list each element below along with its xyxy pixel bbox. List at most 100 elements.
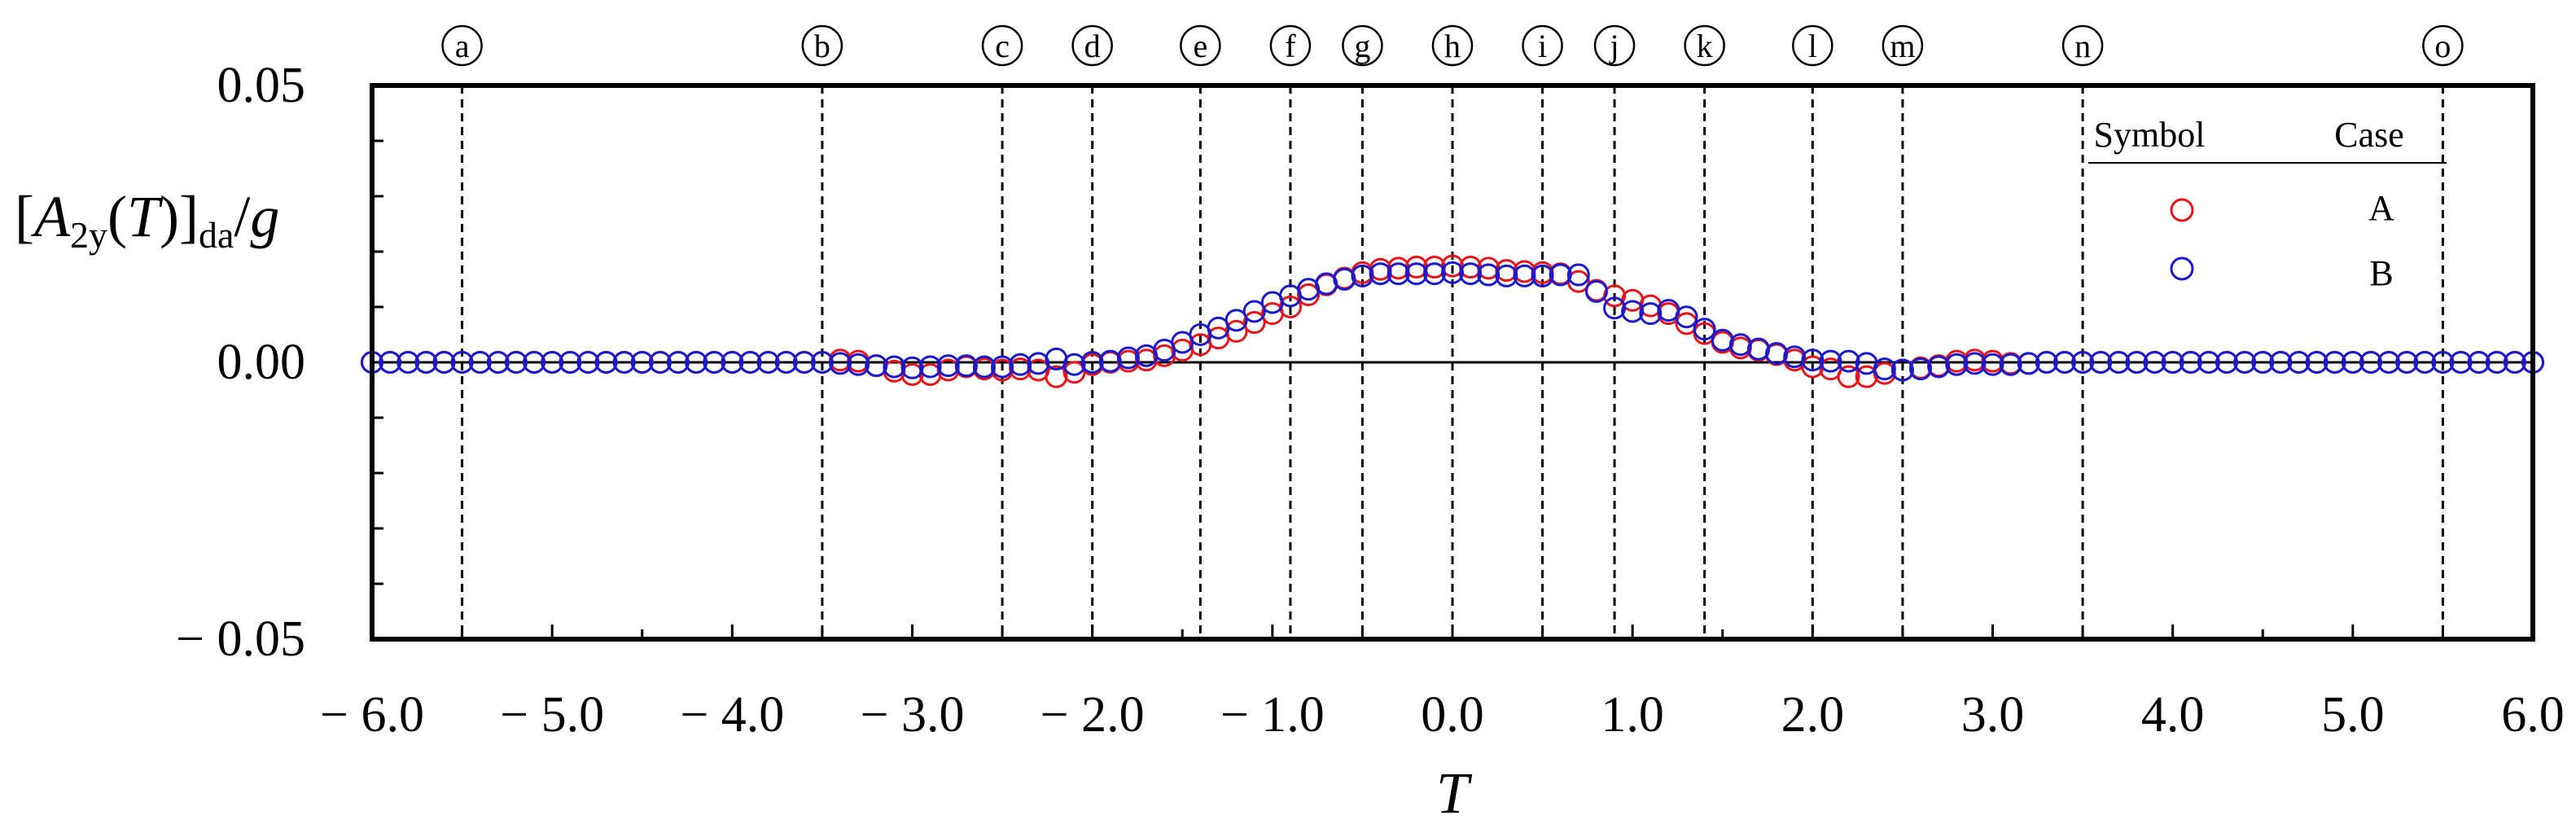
series-b-point xyxy=(2287,351,2311,374)
marker-label-k: k xyxy=(1697,28,1713,64)
x-tick-label: 3.0 xyxy=(1961,687,2025,743)
x-tick-label: − 5.0 xyxy=(500,687,604,743)
series-b-point xyxy=(1801,348,1825,372)
series-b-point xyxy=(523,351,546,374)
series-b-point xyxy=(1999,353,2022,376)
series-b-points xyxy=(361,261,2544,382)
series-b-point xyxy=(2251,351,2275,374)
series-b-point xyxy=(1693,318,1716,341)
series-b-point xyxy=(756,351,780,374)
series-b-point xyxy=(2143,351,2166,374)
marker-circle-f xyxy=(1269,24,1312,67)
series-b-point xyxy=(1621,300,1645,323)
series-b-point xyxy=(2413,351,2437,374)
marker-circle-m xyxy=(1882,24,1924,67)
series-b-point xyxy=(1333,268,1356,291)
series-b-point xyxy=(954,354,978,378)
series-b-point xyxy=(1584,279,1608,303)
marker-circle-o xyxy=(2422,24,2464,67)
series-b-point xyxy=(847,353,870,376)
series-b-point xyxy=(810,351,834,374)
marker-circle-h xyxy=(1431,24,1474,67)
y-tick-labels: 0.05 0.00 − 0.05 xyxy=(176,58,305,667)
series-b-point xyxy=(1477,263,1500,287)
series-b-point xyxy=(1369,262,1392,286)
series-b-point xyxy=(2305,351,2328,374)
marker-label-e: e xyxy=(1193,28,1207,64)
series-b-point xyxy=(630,351,654,374)
series-b-point xyxy=(1675,305,1698,329)
x-tick-labels: − 6.0 − 5.0 − 4.0 − 3.0 − 2.0 − 1.0 0.0 1.0 2.0 3… xyxy=(320,687,2565,743)
y-tick-label: − 0.05 xyxy=(176,611,305,667)
marker-label-h: h xyxy=(1444,28,1461,64)
series-b-point xyxy=(792,351,816,374)
series-b-point xyxy=(1495,264,1518,287)
series-b-point xyxy=(504,351,528,374)
marker-label-a: a xyxy=(455,28,470,64)
marker-circle-d xyxy=(1071,24,1113,67)
marker-circle-g xyxy=(1342,24,1383,67)
marker-label-m: m xyxy=(1890,28,1915,64)
legend-label-a: A xyxy=(2368,188,2394,228)
series-b-point xyxy=(1531,264,1554,287)
series-b-point xyxy=(486,351,510,374)
series-b-point xyxy=(883,355,906,379)
series-b-point xyxy=(1837,349,1860,373)
x-tick-label: − 4.0 xyxy=(680,687,784,743)
legend-label-b: B xyxy=(2369,253,2393,293)
series-b-point xyxy=(2359,351,2382,374)
series-b-point xyxy=(2052,351,2076,374)
series-b-point xyxy=(468,351,492,374)
marker-circle-c xyxy=(981,24,1023,67)
marker-lines xyxy=(461,85,2444,639)
series-a-point xyxy=(1837,365,1860,388)
series-b-point xyxy=(2449,351,2473,374)
series-b-point xyxy=(1566,263,1590,287)
series-b-point xyxy=(666,351,690,374)
series-b-point xyxy=(2161,351,2184,374)
y-axis-label: [A2y(T)]da/g xyxy=(15,184,279,256)
series-b-point xyxy=(2233,351,2257,374)
legend: Symbol Case A B xyxy=(2088,115,2447,293)
series-b-point xyxy=(396,351,420,374)
series-b-point xyxy=(2377,351,2401,374)
series-b-point xyxy=(1351,264,1374,287)
x-tick-label: 0.0 xyxy=(1421,687,1484,743)
marker-circle-a xyxy=(441,24,483,67)
marker-label-j: j xyxy=(1608,28,1619,64)
legend-header-case: Case xyxy=(2334,115,2404,155)
series-b-point xyxy=(1080,351,1104,374)
marker-labels: a b c d e f g h i j k l m n o xyxy=(441,24,2464,67)
series-b-point xyxy=(1549,263,1572,287)
series-b-point xyxy=(774,351,798,374)
marker-label-n: n xyxy=(2074,28,2091,64)
series-b-point xyxy=(2125,351,2149,374)
y-tick-label: 0.05 xyxy=(217,58,306,113)
marker-circle-k xyxy=(1684,24,1725,67)
marker-label-f: f xyxy=(1285,28,1296,64)
series-b-point xyxy=(900,356,924,379)
legend-symbol-b xyxy=(2170,256,2194,281)
marker-circle-b xyxy=(801,24,843,67)
series-b-point xyxy=(1459,262,1483,286)
marker-label-l: l xyxy=(1808,28,1817,64)
series-b-point xyxy=(1404,262,1428,286)
series-b-point xyxy=(2071,351,2095,374)
series-b-point xyxy=(703,351,726,374)
series-b-point xyxy=(559,351,582,374)
series-b-point xyxy=(594,351,618,374)
legend-header-symbol: Symbol xyxy=(2094,115,2206,155)
series-b-point xyxy=(1116,346,1140,370)
series-a-point xyxy=(1224,319,1248,343)
series-b-point xyxy=(2431,351,2455,374)
series-b-point xyxy=(972,355,996,379)
x-tick-label: 6.0 xyxy=(2501,687,2565,743)
x-tick-label: − 3.0 xyxy=(861,687,965,743)
x-tick-label: − 6.0 xyxy=(320,687,424,743)
series-b-point xyxy=(2035,351,2058,374)
series-b-point xyxy=(2197,351,2220,374)
series-b-point xyxy=(2395,351,2419,374)
series-b-point xyxy=(648,351,672,374)
series-b-point xyxy=(1927,355,1951,379)
